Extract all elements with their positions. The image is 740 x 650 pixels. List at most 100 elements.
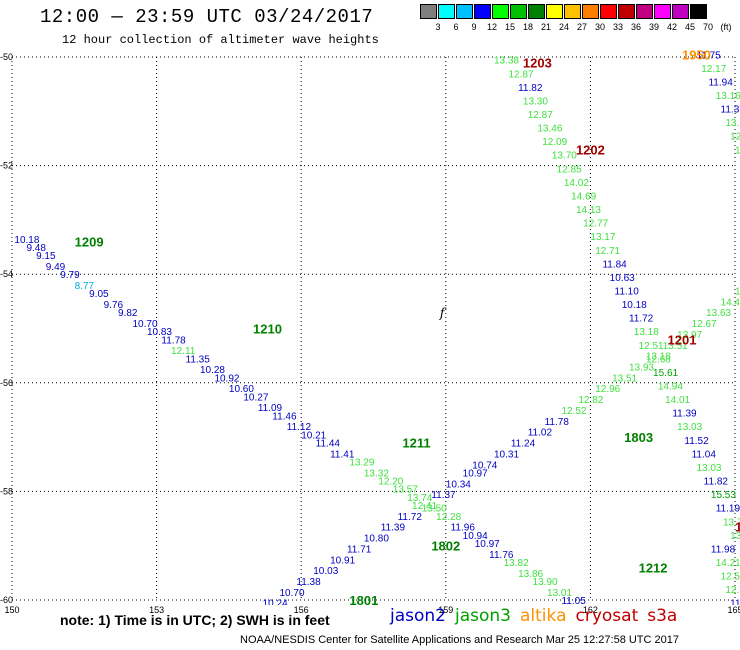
colorbar-label: 24 bbox=[558, 22, 570, 32]
wave-height-label: 10.28 bbox=[200, 365, 225, 376]
colorbar-label: 39 bbox=[648, 22, 660, 32]
colorbar-swatch bbox=[510, 4, 527, 19]
wave-height-label: 13.16 bbox=[716, 91, 740, 102]
colorbar-label: 9 bbox=[471, 22, 477, 32]
wave-height-label: 10.70 bbox=[280, 588, 305, 599]
colorbar-swatch bbox=[654, 4, 671, 19]
wave-height-label: 12.68 bbox=[646, 354, 671, 365]
wave-height-label: 10.21 bbox=[301, 430, 326, 441]
time-label: 1201 bbox=[668, 332, 697, 347]
wave-height-label: 11.78 bbox=[161, 335, 186, 346]
legend-item-jason3: jason3 bbox=[455, 606, 511, 626]
colorbar-swatch bbox=[618, 4, 635, 19]
colorbar-label: 12 bbox=[486, 22, 498, 32]
x-tick-label: 165 bbox=[727, 605, 740, 615]
wave-height-label: 10.03 bbox=[313, 566, 338, 577]
colorbar-label: 30 bbox=[594, 22, 606, 32]
wave-height-label: 13.03 bbox=[696, 463, 721, 474]
colorbar-label: 15 bbox=[504, 22, 516, 32]
wave-height-label: 12.33 bbox=[725, 585, 740, 596]
time-label: 12 bbox=[735, 520, 740, 535]
time-label: 1802 bbox=[431, 539, 460, 554]
wave-height-label: 13.32 bbox=[364, 468, 389, 479]
wave-height-label: 11.82 bbox=[518, 83, 543, 94]
time-label: 1209 bbox=[75, 235, 104, 250]
wave-height-label: 14.13 bbox=[576, 205, 601, 216]
wave-height-label: 10.97 bbox=[463, 468, 488, 479]
wave-height-label: 11.35 bbox=[186, 354, 211, 365]
wave-height-label: 10.18 bbox=[14, 235, 39, 246]
wave-height-label: 12.67 bbox=[692, 319, 717, 330]
y-tick-label: -58 bbox=[0, 486, 13, 496]
wave-height-label: 11.82 bbox=[704, 477, 729, 488]
wave-height-label: 13.67 bbox=[735, 145, 740, 156]
wave-height-label: 15.20 bbox=[735, 286, 740, 297]
wave-height-label: 13.51 bbox=[663, 341, 688, 352]
wave-height-label: 13.70 bbox=[552, 151, 577, 162]
wave-height-label: 11.44 bbox=[316, 439, 341, 450]
page-subtitle: 12 hour collection of altimeter wave hei… bbox=[62, 33, 379, 47]
wave-height-label: 10.24 bbox=[263, 599, 288, 610]
wave-height-label: 11.46 bbox=[272, 411, 297, 422]
wave-height-label: 13.29 bbox=[349, 458, 374, 469]
wave-height-label: 13.18 bbox=[634, 327, 659, 338]
time-label: 1210 bbox=[253, 322, 282, 337]
wave-height-label: 11.72 bbox=[629, 314, 654, 325]
wave-height-label: 9.76 bbox=[104, 300, 124, 311]
wave-height-label: 11.72 bbox=[398, 512, 423, 523]
colorbar-swatch bbox=[546, 4, 563, 19]
time-label: 1203 bbox=[523, 55, 552, 70]
colorbar-swatch bbox=[564, 4, 581, 19]
colorbar-swatch bbox=[690, 4, 707, 19]
legend: jason2 jason3 altika cryosat s3a bbox=[390, 606, 686, 626]
y-tick-label: -50 bbox=[0, 52, 13, 62]
wave-height-label: 11.02 bbox=[528, 428, 553, 439]
colorbar-swatch bbox=[582, 4, 599, 19]
wave-height-label: 11.98 bbox=[711, 544, 736, 555]
wave-height-label: 10.91 bbox=[330, 555, 355, 566]
colorbar-label: 6 bbox=[453, 22, 459, 32]
wave-height-label: 9.79 bbox=[60, 270, 80, 281]
wave-height-label: 13.01 bbox=[547, 588, 572, 599]
wave-height-label: 12.50 bbox=[721, 572, 740, 583]
wave-height-label: 13.82 bbox=[504, 558, 529, 569]
x-tick-label: 159 bbox=[438, 605, 453, 615]
wave-height-label: 11.76 bbox=[489, 550, 514, 561]
wave-height-label: 14.02 bbox=[564, 178, 589, 189]
colorbar-label: 70 bbox=[702, 22, 714, 32]
wave-height-label: 11.96 bbox=[451, 523, 476, 534]
time-label: 1211 bbox=[402, 436, 430, 451]
wave-height-label: 12.87 bbox=[508, 69, 533, 80]
wave-height-label: 13.30 bbox=[523, 96, 548, 107]
wave-height-label: 13.51 bbox=[612, 373, 637, 384]
y-tick-label: -54 bbox=[0, 269, 13, 279]
x-tick-label: 162 bbox=[583, 605, 598, 615]
wave-height-label: 13.97 bbox=[677, 330, 702, 341]
wave-height-label: 12.52 bbox=[561, 406, 586, 417]
wave-height-label: 13.03 bbox=[677, 422, 702, 433]
wave-height-label: 14.69 bbox=[571, 191, 596, 202]
time-label: 1212 bbox=[639, 560, 668, 575]
wave-height-label: 13.18 bbox=[646, 352, 671, 363]
wave-height-label: 11.52 bbox=[684, 436, 709, 447]
wave-height-label: 10.83 bbox=[147, 327, 172, 338]
colorbar-swatch bbox=[420, 4, 437, 19]
wave-height-label: 12.66 bbox=[730, 132, 740, 143]
wave-height-label: 14.21 bbox=[716, 558, 740, 569]
colorbar-label: 21 bbox=[540, 22, 552, 32]
wave-height-label: 13.38 bbox=[494, 56, 519, 67]
footer-note: note: 1) Time is in UTC; 2) SWH is in fe… bbox=[60, 612, 330, 628]
credit-line: NOAA/NESDIS Center for Satellite Applica… bbox=[240, 634, 680, 646]
legend-item-altika: altika bbox=[520, 606, 567, 626]
wave-height-label: 13.93 bbox=[629, 363, 654, 374]
wave-height-label: 11.10 bbox=[615, 286, 640, 297]
wave-height-label: 11.63 bbox=[730, 599, 740, 610]
time-label: 1950 bbox=[682, 47, 711, 62]
wave-height-label: 10.94 bbox=[463, 531, 488, 542]
wave-height-label: 13.63 bbox=[706, 308, 731, 319]
wave-height-label: 10.34 bbox=[446, 479, 471, 490]
colorbar-label: 18 bbox=[522, 22, 534, 32]
wave-height-label: 9.49 bbox=[46, 262, 66, 273]
wave-height-label: 11.41 bbox=[330, 449, 355, 460]
colorbar-label: 36 bbox=[630, 22, 642, 32]
